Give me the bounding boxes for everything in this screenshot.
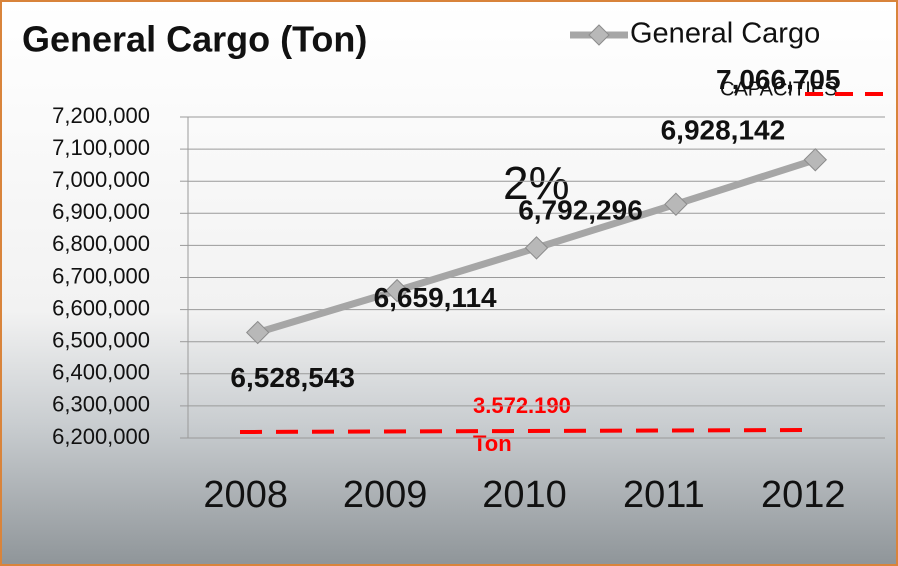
y-tick-label: 6,500,000: [52, 328, 150, 353]
x-tick-label: 2008: [203, 474, 288, 516]
y-tick-label: 6,800,000: [52, 231, 150, 256]
x-tick-label: 2012: [761, 474, 846, 516]
x-tick-label: 2011: [623, 474, 705, 516]
capacity-unit: Ton: [473, 431, 512, 456]
data-label: 6,528,543: [230, 362, 355, 393]
legend-label: General Cargo: [630, 18, 820, 50]
data-label: 6,659,114: [374, 282, 497, 313]
x-tick-label: 2010: [482, 474, 567, 516]
y-tick-label: 6,200,000: [52, 424, 150, 449]
data-label: 6,928,142: [661, 115, 786, 146]
y-tick-label: 6,600,000: [52, 295, 150, 320]
capacity-label: 3.572.190: [473, 393, 571, 418]
chart-title: General Cargo (Ton): [22, 19, 367, 60]
y-tick-label: 7,100,000: [52, 135, 150, 160]
y-tick-label: 6,400,000: [52, 360, 150, 385]
data-label: 7,066,705: [716, 64, 841, 95]
y-tick-label: 7,000,000: [52, 167, 150, 192]
chart: General Cargo (Ton) 2% CAPACITIES 3.572.…: [0, 0, 898, 566]
y-tick-label: 6,300,000: [52, 392, 150, 417]
y-tick-label: 6,700,000: [52, 263, 150, 288]
y-tick-label: 6,900,000: [52, 199, 150, 224]
data-label: 6,792,296: [518, 194, 643, 225]
page: {"chart_data": {"type": "line", "title":…: [0, 0, 898, 566]
y-tick-label: 7,200,000: [52, 103, 150, 128]
x-tick-label: 2009: [343, 474, 428, 516]
